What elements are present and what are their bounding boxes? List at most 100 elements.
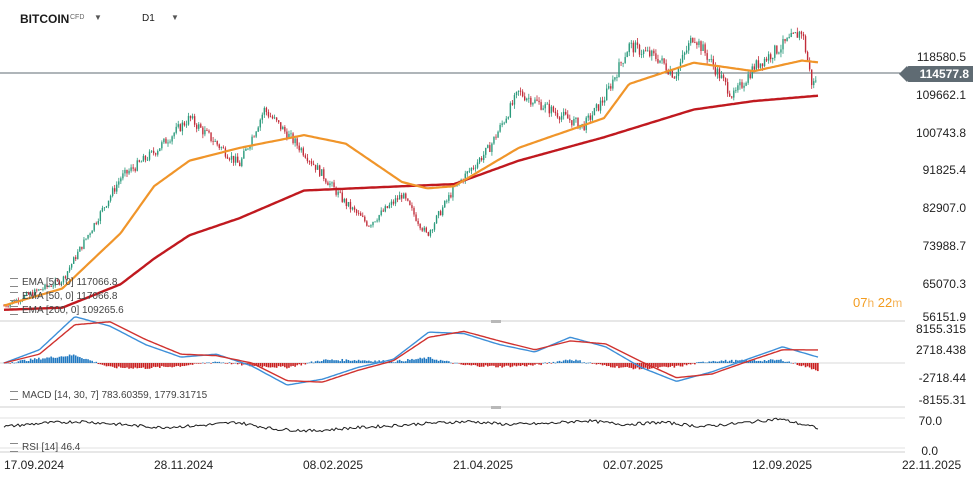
candle-body	[608, 86, 610, 89]
macd-histogram-bar	[60, 356, 63, 363]
macd-histogram-bar	[126, 363, 128, 368]
macd-histogram-bar	[25, 361, 28, 363]
candle-body	[632, 42, 635, 53]
price-tick: 100743.8	[915, 126, 966, 140]
candle-body	[610, 86, 612, 89]
macd-histogram-bar	[279, 363, 282, 367]
macd-histogram-bar	[271, 363, 274, 368]
candle-body	[210, 132, 212, 141]
candle-body	[36, 289, 38, 291]
macd-histogram-bar	[663, 363, 665, 367]
candle-body	[729, 93, 731, 97]
macd-histogram-bar	[480, 363, 483, 367]
macd-histogram-bar	[528, 363, 530, 365]
candle-body	[89, 233, 91, 236]
macd-histogram-bar	[193, 363, 196, 364]
macd-histogram-bar	[755, 361, 758, 363]
macd-histogram-bar	[513, 363, 516, 366]
indicator-settings-icon[interactable]	[10, 442, 18, 452]
macd-histogram-bar	[146, 363, 149, 369]
symbol-name[interactable]: BITCOIN	[20, 12, 70, 26]
legend-ema3[interactable]: EMA [200, 0] 109265.6	[10, 305, 124, 316]
macd-histogram-bar	[446, 360, 448, 363]
macd-histogram-bar	[536, 363, 538, 364]
indicator-settings-icon[interactable]	[10, 277, 18, 287]
candle-body	[796, 32, 799, 38]
legend-rsi[interactable]: RSI [14] 46.4	[10, 442, 80, 453]
macd-histogram-bar	[7, 362, 9, 364]
candle-body	[468, 170, 471, 172]
candle-body	[267, 112, 270, 117]
macd-histogram-bar	[302, 363, 305, 364]
macd-histogram-bar	[374, 360, 376, 363]
macd-histogram-bar	[509, 363, 512, 368]
candle-body	[784, 39, 786, 42]
candle-body	[552, 106, 555, 112]
candle-body	[716, 68, 719, 75]
indicator-settings-icon[interactable]	[10, 305, 18, 315]
candle-body	[269, 116, 272, 118]
candle-body	[257, 127, 259, 132]
candle-body	[548, 103, 550, 114]
macd-histogram-bar	[107, 363, 110, 367]
candle-body	[636, 42, 639, 45]
legend-ema2[interactable]: EMA [50, 0] 117066.8	[10, 291, 117, 302]
legend-ema1[interactable]: EMA [50, 0] 117066.8	[10, 277, 117, 288]
candle-body	[148, 151, 151, 160]
candle-body	[253, 136, 255, 138]
macd-histogram-bar	[812, 363, 815, 370]
macd-histogram-bar	[11, 362, 13, 363]
macd-histogram-bar	[396, 360, 399, 363]
indicator-settings-icon[interactable]	[10, 390, 18, 400]
macd-histogram-bar	[21, 359, 24, 363]
macd-histogram-bar	[761, 361, 764, 363]
macd-histogram-bar	[677, 363, 680, 366]
candle-body	[606, 88, 608, 101]
candle-body	[247, 148, 249, 150]
macd-histogram-bar	[726, 361, 729, 363]
candle-body	[81, 246, 83, 249]
candle-body	[800, 31, 803, 35]
macd-histogram-bar	[579, 360, 581, 363]
macd-histogram-bar	[507, 363, 510, 366]
macd-histogram-bar	[554, 362, 557, 364]
pane-resize-handle-rsi[interactable]	[491, 406, 501, 409]
candle-body	[638, 44, 641, 55]
legend-macd[interactable]: MACD [14, 30, 7] 783.60359, 1779.31715	[10, 390, 207, 401]
candle-body	[310, 161, 313, 164]
macd-histogram-bar	[493, 363, 495, 366]
macd-histogram-bar	[118, 363, 120, 367]
symbol-dropdown-icon[interactable]: ▼	[94, 13, 102, 22]
candle-body	[306, 157, 309, 162]
macd-histogram-bar	[610, 363, 612, 368]
macd-histogram-bar	[476, 363, 479, 367]
indicator-settings-icon[interactable]	[10, 291, 18, 301]
macd-histogram-bar	[113, 363, 116, 368]
candle-body	[778, 52, 780, 54]
candle-body	[146, 159, 149, 161]
candle-body	[214, 141, 216, 142]
candle-body	[103, 207, 106, 209]
candle-body	[300, 148, 302, 151]
macd-histogram-bar	[29, 358, 32, 363]
candle-body	[93, 223, 95, 231]
macd-histogram-bar	[228, 362, 231, 363]
candle-body	[659, 60, 661, 63]
macd-histogram-bar	[767, 360, 770, 363]
pane-resize-handle-macd[interactable]	[491, 320, 501, 323]
macd-histogram-bar	[501, 363, 503, 368]
macd-histogram-bar	[179, 363, 182, 367]
candle-body	[255, 131, 257, 137]
candle-body	[587, 115, 589, 118]
timeframe-dropdown-icon[interactable]: ▼	[171, 13, 179, 22]
macd-histogram-bar	[728, 360, 731, 363]
macd-histogram-bar	[103, 363, 106, 366]
macd-histogram-bar	[661, 363, 663, 367]
timeframe-select[interactable]: D1	[142, 13, 155, 24]
macd-histogram-bar	[331, 359, 333, 363]
macd-histogram-bar	[232, 363, 235, 364]
macd-histogram-bar	[534, 363, 536, 365]
candle-body	[735, 90, 737, 92]
macd-histogram-bar	[134, 363, 136, 368]
